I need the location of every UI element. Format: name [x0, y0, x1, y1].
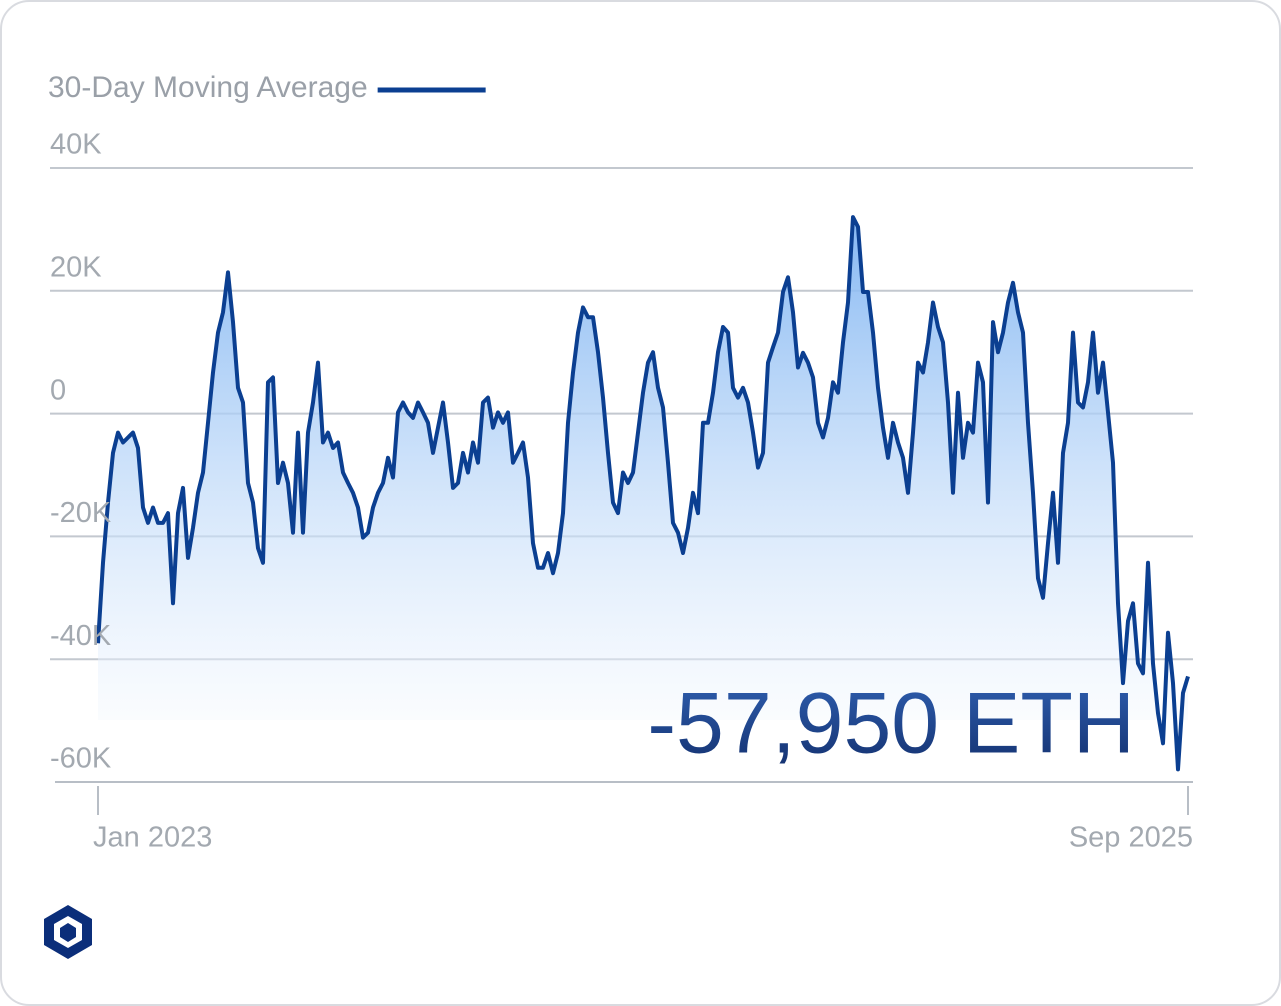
- y-tick-label: 0: [50, 374, 66, 406]
- series-line: [96, 215, 1190, 772]
- data-layer: [96, 215, 1190, 772]
- y-tick-label: -60K: [50, 743, 112, 775]
- logo: [44, 905, 92, 959]
- area-fill: [98, 217, 1188, 770]
- legend-label: 30-Day Moving Average: [48, 71, 368, 104]
- x-tick-label: Sep 2025: [1069, 822, 1193, 854]
- y-tick-label: 20K: [50, 251, 102, 283]
- value-annotation: -57,950 ETH: [647, 676, 1135, 772]
- y-tick-label: 40K: [50, 129, 102, 161]
- y-tick-label: -20K: [50, 497, 112, 529]
- y-tick-label: -40K: [50, 620, 112, 652]
- x-tick-label: Jan 2023: [93, 822, 212, 854]
